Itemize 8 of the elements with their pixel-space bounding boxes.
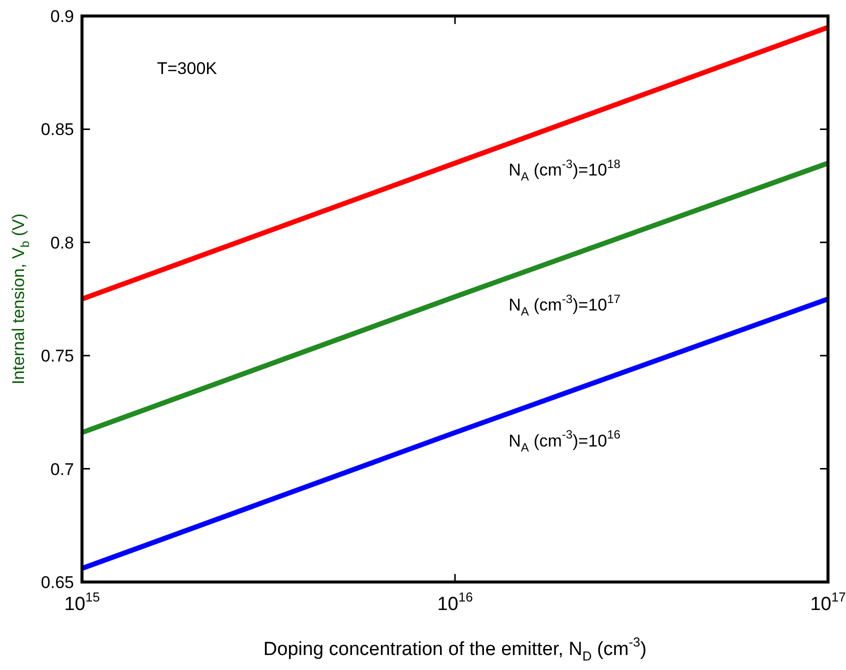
annotation: T=300K [157,59,218,78]
y-tick-label: 0.7 [50,460,74,479]
y-axis-title: Internal tension, Vb (V) [9,213,32,385]
y-tick-label: 0.65 [40,573,74,592]
y-tick-label: 0.9 [50,7,74,26]
y-tick-label: 0.8 [50,233,74,252]
y-tick-label: 0.75 [40,346,74,366]
y-tick-label: 0.85 [40,120,74,140]
